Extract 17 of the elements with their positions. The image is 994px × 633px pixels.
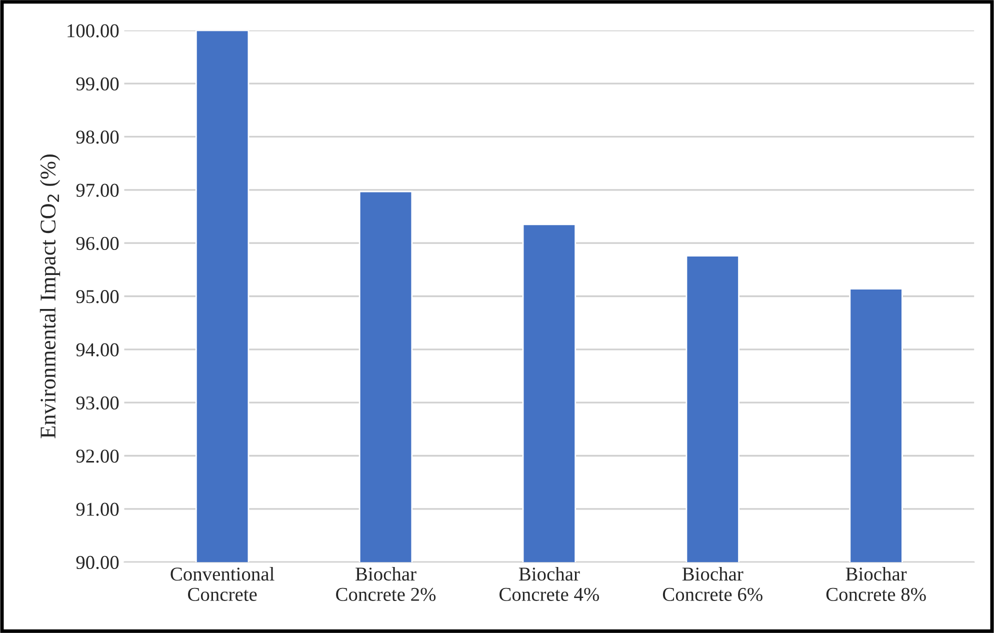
x-tick-label: Biochar Concrete 6% xyxy=(662,566,762,602)
y-tick-label: 99.00 xyxy=(76,77,119,91)
y-tick-label: 95.00 xyxy=(76,290,119,304)
y-tick-label: 100.00 xyxy=(68,24,119,38)
y-tick-label: 90.00 xyxy=(76,556,119,570)
x-tick-label: Biochar Concrete 4% xyxy=(500,566,599,602)
y-tick-label: 91.00 xyxy=(76,502,119,516)
x-tick-label: Conventional Concrete xyxy=(170,566,274,601)
y-tick-label: 92.00 xyxy=(76,450,119,463)
y-axis-title: Environmental Impact CO$_{2}$ (%) xyxy=(40,154,60,438)
x-tick-label: Biochar Concrete 8% xyxy=(826,566,926,602)
y-tick-label: 98.00 xyxy=(76,130,119,144)
y-tick-label: 96.00 xyxy=(76,236,119,250)
y-tick-label: 94.00 xyxy=(76,343,119,356)
y-tick-label: 93.00 xyxy=(76,396,119,410)
x-tick-label: Biochar Concrete 2% xyxy=(336,566,436,602)
y-tick-label: 97.00 xyxy=(76,184,119,197)
